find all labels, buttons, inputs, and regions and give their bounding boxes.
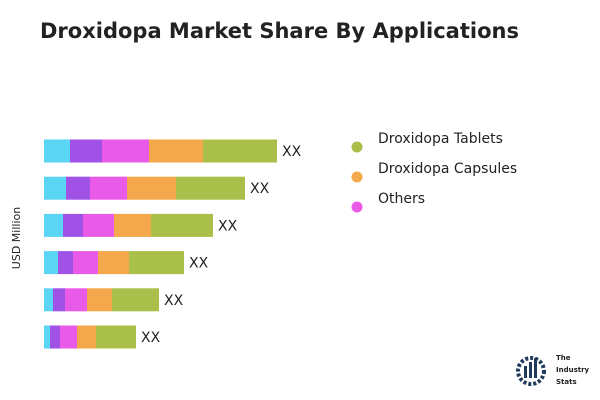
logo-text: The (556, 354, 571, 362)
bar-segment (44, 176, 66, 200)
bar-segment (44, 251, 58, 275)
bar-segment (176, 176, 245, 200)
bar-segment (60, 325, 77, 349)
bar-segment (83, 213, 114, 237)
bar-segment (114, 213, 151, 237)
bar-segment (127, 176, 176, 200)
logo-text: Industry (556, 366, 590, 374)
bar-segment (129, 251, 184, 275)
legend-label: Droxidopa Tablets (378, 131, 503, 147)
data-label: XX (218, 218, 238, 234)
logo-bar (534, 358, 537, 378)
bar-segment (149, 139, 203, 163)
bar-segment (50, 325, 60, 349)
bar-segment (44, 213, 63, 237)
bar-segment (151, 213, 213, 237)
y-axis-label: USD Million (10, 207, 23, 269)
bar-segment (203, 139, 277, 163)
bar-segment (65, 288, 87, 312)
data-label: XX (164, 293, 184, 309)
bar-segment (87, 288, 112, 312)
bar-segment (44, 139, 70, 163)
data-label: XX (189, 256, 209, 272)
logo-bar (529, 362, 532, 378)
data-label: XX (282, 144, 302, 160)
legend-marker (351, 201, 363, 213)
bar-segment (102, 139, 149, 163)
chart-title: Droxidopa Market Share By Applications (40, 19, 519, 43)
logo: The Industry Stats (516, 354, 590, 386)
bar-segment (77, 325, 96, 349)
bar-segment (73, 251, 98, 275)
bar-segment (70, 139, 102, 163)
logo-gear (516, 356, 546, 386)
bar-segment (63, 213, 83, 237)
bar-segment (44, 325, 50, 349)
legend-marker (351, 171, 363, 183)
bar-segment (44, 288, 53, 312)
legend-label: Others (378, 191, 425, 207)
bar-segment (112, 288, 159, 312)
logo-text: Stats (556, 378, 577, 386)
data-label: XX (250, 181, 270, 197)
bar-segment (66, 176, 90, 200)
bar-segment (96, 325, 136, 349)
logo-bar (524, 366, 527, 378)
legend-marker (351, 141, 363, 153)
data-label: XX (141, 330, 161, 346)
bar-segment (90, 176, 127, 200)
bar-segment (53, 288, 65, 312)
bar-segment (58, 251, 73, 275)
bar-segment (98, 251, 129, 275)
legend-label: Droxidopa Capsules (378, 161, 517, 177)
